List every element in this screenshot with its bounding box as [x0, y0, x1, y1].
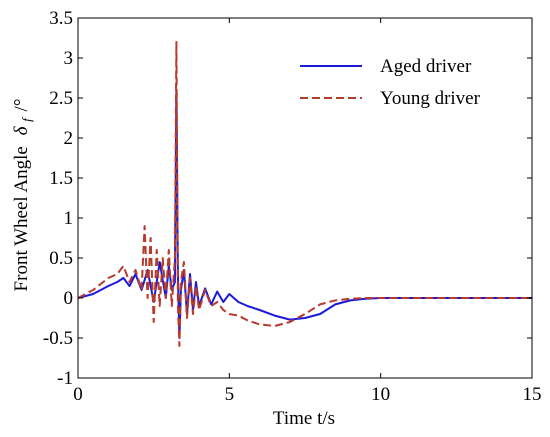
y-axis-title-unit: /° [11, 99, 32, 112]
y-tick-label: 3.5 [49, 8, 73, 29]
y-tick-label: 2.5 [49, 88, 73, 109]
x-tick-label: 5 [225, 384, 235, 405]
y-tick-label: -0.5 [43, 328, 73, 349]
y-axis-title: Front Wheel Angle δ f /° [11, 99, 36, 292]
ticks-layer: 0 5 10 15 -1 -0.5 0 0.5 1 1.5 2 2.5 3 3.5 [43, 8, 542, 405]
y-tick-label: 2 [64, 128, 74, 149]
legend-label-young-driver: Young driver [380, 88, 481, 109]
x-axis-title: Time t/s [273, 408, 335, 429]
legend: Aged driver Young driver [290, 46, 510, 114]
legend-item-young-driver: Young driver [300, 88, 481, 109]
y-tick-label: -1 [57, 368, 73, 389]
y-axis-title-subscript: f [19, 116, 34, 122]
y-tick-label: 0 [64, 288, 74, 309]
axes-layer [77, 17, 533, 379]
series-layer [77, 41, 533, 347]
y-axis-title-prefix: Front Wheel Angle [11, 146, 32, 291]
x-tick-label: 15 [523, 384, 542, 405]
series-line-young-driver [77, 41, 532, 347]
y-tick-label: 1.5 [49, 168, 73, 189]
legend-background [290, 46, 510, 114]
legend-item-aged-driver: Aged driver [300, 56, 472, 77]
plot-frame [77, 17, 533, 379]
y-tick-label: 3 [64, 48, 74, 69]
y-tick-label: 0.5 [49, 248, 73, 269]
legend-label-aged-driver: Aged driver [380, 56, 472, 77]
x-tick-label: 0 [73, 384, 83, 405]
x-tick-label: 10 [371, 384, 390, 405]
series-line-aged-driver [77, 89, 532, 339]
y-axis-title-symbol: δ [11, 125, 32, 135]
y-tick-label: 1 [64, 208, 74, 229]
